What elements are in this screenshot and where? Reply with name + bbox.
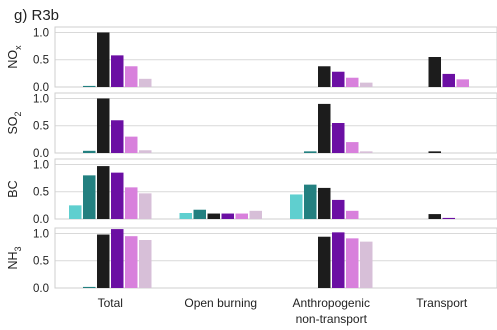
panel-frame	[54, 227, 497, 289]
bar-total-2	[97, 166, 110, 219]
bar-total-4	[125, 236, 138, 288]
panel-frame	[54, 26, 497, 88]
bar-open-burning-0	[179, 213, 192, 219]
bar-anthropogenic-4	[346, 77, 359, 87]
bar-total-2	[97, 98, 110, 153]
panel-1: 0.0 0.5 1.0 SO2	[6, 92, 497, 160]
bar-anthropogenic-1	[304, 151, 317, 153]
panel-frame	[54, 158, 497, 220]
bar-transport-2	[428, 57, 441, 87]
bar-anthropogenic-3	[332, 71, 345, 87]
bar-anthropogenic-2	[318, 236, 331, 288]
y-tick-label: 1.0	[33, 27, 49, 39]
y-axis-label-subscript: x	[13, 45, 23, 50]
bar-anthropogenic-3	[332, 123, 345, 153]
y-axis-label-main: SO	[6, 116, 20, 134]
bar-open-burning-3	[221, 213, 234, 219]
chart-title: g) R3b	[14, 7, 59, 24]
category-axis-labels: Total Open burning Anthropogenic non-transp…	[98, 296, 468, 326]
y-axis-label-main: NH	[6, 251, 20, 269]
y-tick-label: 1.0	[33, 159, 49, 171]
bar-transport-2	[428, 151, 441, 153]
bar-total-4	[125, 66, 138, 87]
y-axis-label: SO2	[6, 111, 23, 134]
bar-anthropogenic-0	[290, 194, 303, 219]
bar-open-burning-5	[249, 210, 262, 219]
bar-total-5	[139, 78, 152, 87]
category-label: Open burning	[184, 296, 257, 310]
bar-transport-2	[428, 214, 441, 219]
chart-panels: 0.00.51.0NOx0.00.51.0SO20.00.51.0BC0.00.…	[6, 26, 497, 295]
panel-frame	[54, 92, 497, 154]
bar-anthropogenic-2	[318, 66, 331, 87]
y-tick-label: 0.0	[33, 214, 49, 226]
bar-open-burning-4	[235, 213, 248, 219]
y-axis-label-main: NO	[6, 50, 20, 69]
bar-anthropogenic-1	[304, 184, 317, 219]
bar-total-3	[111, 55, 124, 87]
y-axis-label: BC	[6, 180, 20, 197]
bar-anthropogenic-5	[360, 241, 373, 288]
y-tick-label: 1.0	[33, 228, 49, 240]
y-tick-label: 0.0	[33, 82, 49, 94]
bar-total-1	[83, 150, 96, 153]
bar-total-4	[125, 187, 138, 219]
y-tick-label: 0.0	[33, 148, 49, 160]
category-label: non-transport	[296, 312, 368, 326]
y-axis-label-subscript: 3	[13, 246, 23, 251]
bar-total-2	[97, 32, 110, 87]
bar-anthropogenic-4	[346, 238, 359, 288]
bar-anthropogenic-2	[318, 187, 331, 219]
bar-anthropogenic-4	[346, 210, 359, 219]
bar-anthropogenic-2	[318, 103, 331, 153]
bar-transport-4	[456, 79, 469, 87]
bar-total-3	[111, 229, 124, 288]
bar-total-1	[83, 286, 96, 288]
bar-anthropogenic-5	[360, 151, 373, 153]
y-tick-label: 1.0	[33, 93, 49, 105]
bar-total-5	[139, 193, 152, 219]
bar-total-4	[125, 136, 138, 153]
bar-open-burning-1	[193, 209, 206, 219]
bar-total-1	[83, 175, 96, 219]
panel-0: 0.0 0.5 1.0 NOx	[6, 26, 497, 94]
y-axis-label: NH3	[6, 246, 23, 269]
y-axis-label-subscript: 2	[13, 111, 23, 116]
bar-transport-3	[442, 73, 455, 87]
bar-anthropogenic-3	[332, 232, 345, 288]
bar-total-2	[97, 234, 110, 288]
category-label: Total	[98, 296, 123, 310]
y-tick-label: 0.5	[33, 55, 49, 67]
bar-total-3	[111, 120, 124, 153]
y-tick-label: 0.5	[33, 121, 49, 133]
panel-3: 0.0 0.5 1.0 NH3	[6, 227, 497, 295]
bar-anthropogenic-4	[346, 142, 359, 153]
bar-total-5	[139, 150, 152, 153]
panel-2: 0.0 0.5 1.0 BC	[6, 158, 497, 226]
y-tick-label: 0.5	[33, 256, 49, 268]
bar-transport-3	[442, 217, 455, 219]
category-label: Anthropogenic	[293, 296, 370, 310]
bar-total-5	[139, 240, 152, 288]
bar-total-1	[83, 85, 96, 87]
y-axis-label-main: BC	[6, 180, 20, 197]
bar-total-3	[111, 172, 124, 219]
bar-open-burning-2	[207, 213, 220, 219]
category-label: Transport	[416, 296, 468, 310]
bar-total-0	[69, 205, 82, 219]
y-tick-label: 0.0	[33, 283, 49, 295]
bar-anthropogenic-3	[332, 199, 345, 219]
bar-anthropogenic-5	[360, 82, 373, 87]
y-tick-label: 0.5	[33, 187, 49, 199]
y-axis-label: NOx	[6, 45, 23, 69]
